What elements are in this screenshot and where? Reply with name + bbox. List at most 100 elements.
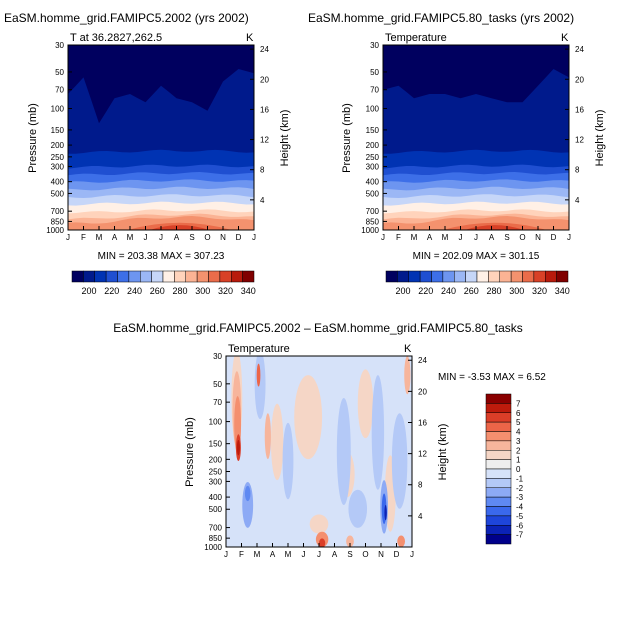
panel-3-field (226, 356, 412, 547)
colorbar-box (522, 270, 535, 283)
colorbar-box (485, 431, 512, 442)
y-tick-label: 100 (51, 105, 65, 114)
x-tick-label: J (144, 233, 148, 242)
colorbar-box (485, 440, 512, 451)
colorbar-box (397, 270, 409, 283)
y-tick-label: 400 (51, 178, 65, 187)
colorbar-box (442, 270, 455, 283)
y-tick-label: 400 (366, 178, 380, 187)
x-tick-label: M (285, 550, 292, 559)
y-tick-label: 50 (370, 68, 379, 77)
colorbar-box (510, 270, 523, 283)
panel-1: EaSM.homme_grid.FAMIPC5.2002 (yrs 2002) … (4, 11, 291, 296)
colorbar-label: -3 (516, 493, 524, 502)
y-tick-label: 200 (366, 141, 380, 150)
panel-2: EaSM.homme_grid.FAMIPC5.80_tasks (yrs 20… (308, 11, 606, 296)
colorbar-label: -5 (516, 512, 524, 521)
colorbar-box (485, 450, 512, 460)
y-tick-label: 100 (366, 105, 380, 114)
panel-2-colorbar: 200 220 240 260 280 300 320 340 (385, 270, 570, 296)
colorbar-box (140, 270, 152, 283)
colorbar-box (485, 403, 512, 413)
x-tick-label: J (567, 233, 571, 242)
panel-1-ylabel: Pressure (mb) (27, 103, 39, 173)
colorbar-box (242, 270, 255, 283)
x-tick-label: F (239, 550, 244, 559)
y-right-tick-label: 8 (575, 166, 580, 175)
y-right-tick-label: 20 (260, 75, 269, 84)
y-right-tick-label: 16 (575, 105, 584, 114)
colorbar-box (454, 270, 466, 283)
panel-1-colorbar: 200 220 240 260 280 300 320 340 (71, 270, 256, 296)
x-tick-label: N (535, 233, 541, 242)
difference-contour (254, 356, 266, 420)
difference-contour (270, 403, 284, 481)
colorbar-label: 5 (516, 418, 521, 427)
y-tick-label: 500 (209, 505, 223, 514)
y-right-tick-label: 16 (260, 105, 269, 114)
colorbar-label: 280 (487, 286, 502, 296)
panel-1-field (68, 45, 254, 230)
y-right-tick-label: 20 (575, 75, 584, 84)
x-tick-label: J (159, 233, 163, 242)
x-tick-label: J (252, 233, 256, 242)
x-tick-label: J (317, 550, 321, 559)
colorbar-label: 1 (516, 456, 521, 465)
y-tick-label: 700 (209, 524, 223, 533)
difference-contour (336, 398, 351, 505)
panel-2-ylabel-right: Height (km) (594, 110, 606, 167)
difference-contour (371, 375, 385, 490)
y-right-tick-label: 12 (575, 136, 584, 145)
colorbar-box (231, 270, 243, 283)
colorbar-box (117, 270, 130, 283)
x-tick-label: J (66, 233, 70, 242)
colorbar-box (485, 478, 512, 488)
panel-1-stats: MIN = 203.38 MAX = 307.23 (98, 251, 225, 262)
y-tick-label: 500 (51, 189, 65, 198)
colorbar-box (419, 270, 432, 283)
y-right-tick-label: 12 (418, 450, 427, 459)
colorbar-box (385, 270, 398, 283)
y-tick-label: 250 (366, 153, 380, 162)
y-tick-label: 250 (51, 153, 65, 162)
colorbar-label: -2 (516, 484, 524, 493)
x-tick-label: A (427, 233, 433, 242)
panel-2-field (383, 45, 569, 230)
y-right-tick-label: 24 (418, 356, 427, 365)
y-tick-label: 200 (51, 141, 65, 150)
x-tick-label: M (96, 233, 103, 242)
panel-3-ylabel: Pressure (mb) (184, 417, 196, 487)
colorbar-label: 280 (173, 286, 188, 296)
y-tick-label: 850 (366, 217, 380, 226)
colorbar-box (208, 270, 221, 283)
colorbar-box (485, 468, 512, 479)
y-tick-label: 500 (366, 189, 380, 198)
colorbar-box (162, 270, 175, 283)
x-tick-label: M (411, 233, 418, 242)
x-tick-label: S (347, 550, 352, 559)
colorbar-box (151, 270, 164, 283)
panel-2-title: EaSM.homme_grid.FAMIPC5.80_tasks (yrs 20… (308, 11, 574, 25)
x-tick-label: D (551, 233, 557, 242)
y-tick-label: 30 (370, 41, 379, 50)
y-tick-label: 700 (51, 207, 65, 216)
colorbar-label: 2 (516, 446, 521, 455)
y-tick-label: 50 (213, 380, 222, 389)
colorbar-label: 320 (532, 286, 547, 296)
x-tick-label: J (474, 233, 478, 242)
panel-3-y-right-ticks: 24 20 16 12 8 4 (408, 356, 427, 521)
x-tick-label: J (381, 233, 385, 242)
colorbar-label: 200 (82, 286, 97, 296)
colorbar-box (533, 270, 546, 283)
x-tick-label: S (504, 233, 509, 242)
panel-3: EaSM.homme_grid.FAMIPC5.2002 – EaSM.homm… (113, 321, 546, 559)
y-tick-label: 70 (213, 398, 222, 407)
colorbar-label: -7 (516, 531, 524, 540)
y-tick-label: 300 (209, 477, 223, 486)
panel-3-subtitle-left: Temperature (228, 343, 290, 355)
y-tick-label: 250 (209, 467, 223, 476)
